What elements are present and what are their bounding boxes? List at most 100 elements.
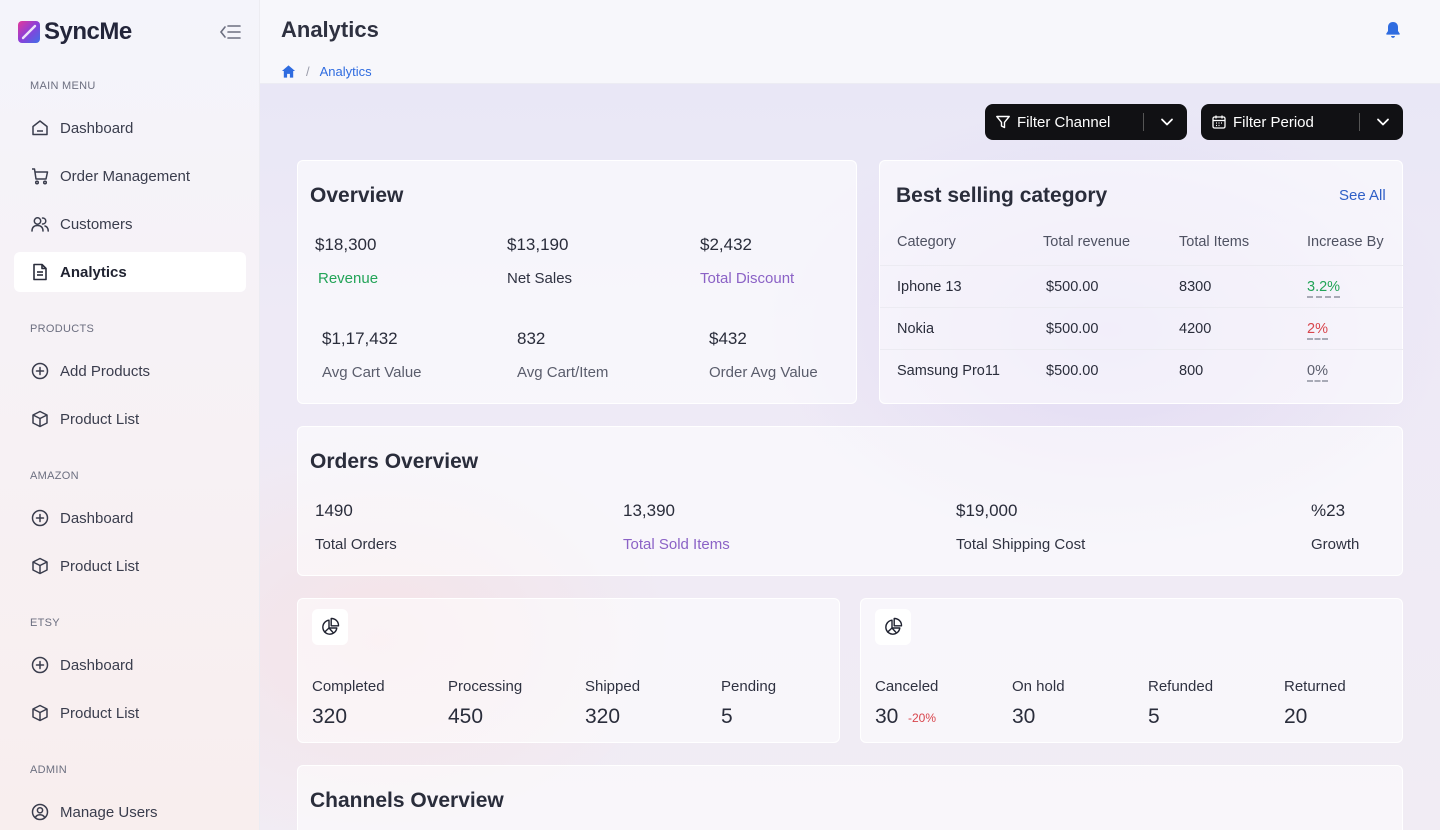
total-orders-value: 1490 [315, 501, 353, 520]
sidebar-item-label: Dashboard [60, 119, 134, 137]
table-divider [880, 265, 1404, 266]
cart-icon [32, 168, 49, 185]
avg-cart-item-value: 832 [517, 329, 546, 348]
increase-cell: 0% [1307, 363, 1328, 382]
items-cell: 800 [1179, 363, 1204, 379]
status-pending-label: Pending [721, 678, 777, 695]
home-icon [32, 120, 48, 136]
status-completed-value: 320 [312, 705, 348, 728]
sidebar-item-amazon-dashboard[interactable]: Dashboard [14, 498, 246, 538]
total-discount-value: $2,432 [700, 235, 752, 254]
status-shipped-label: Shipped [585, 678, 641, 695]
status-returned-label: Returned [1284, 678, 1346, 695]
net-sales-value: $13,190 [507, 235, 569, 254]
sidebar-item-product-list[interactable]: Product List [14, 399, 246, 439]
status-returned-value: 20 [1284, 705, 1308, 728]
status-refunded-label: Refunded [1148, 678, 1214, 695]
home-breadcrumb-icon[interactable] [281, 64, 296, 79]
box-icon [32, 410, 48, 428]
orders-overview-card: Orders Overview 1490 Total Orders 13,390… [297, 426, 1403, 576]
section-label-amazon: AMAZON [30, 470, 79, 482]
table-divider [880, 349, 1404, 350]
filter-divider [1359, 113, 1360, 131]
plus-circle-icon [31, 656, 49, 674]
sidebar-item-customers[interactable]: Customers [14, 204, 246, 244]
overview-card: Overview $18,300 Revenue $13,190 Net Sal… [297, 160, 857, 404]
plus-circle-icon [31, 509, 49, 527]
pie-chart-icon [322, 617, 340, 635]
increase-cell: 3.2% [1307, 279, 1341, 298]
page-title: Analytics [281, 17, 379, 42]
sidebar-item-etsy-dashboard[interactable]: Dashboard [14, 645, 246, 685]
brand-name: SyncMe [44, 18, 132, 45]
top-bar: Analytics / Analytics [260, 0, 1440, 84]
best-selling-title: Best selling category [896, 184, 1108, 207]
box-icon [32, 557, 48, 575]
filter-period-dropdown[interactable]: Filter Period [1201, 104, 1403, 140]
column-header-category: Category [897, 234, 956, 250]
user-circle-icon [31, 803, 49, 821]
breadcrumb-current[interactable]: Analytics [319, 64, 372, 79]
order-status-card-a: Completed 320 Processing 450 Shipped 320… [297, 598, 840, 743]
revenue-cell: $500.00 [1046, 279, 1099, 295]
sidebar-item-analytics[interactable]: Analytics [14, 252, 246, 292]
sidebar-item-label: Product List [60, 557, 140, 575]
avg-cart-value-value: $1,17,432 [322, 329, 398, 348]
revenue-cell: $500.00 [1046, 321, 1099, 337]
growth-label: Growth [1311, 536, 1360, 553]
calendar-icon [1212, 115, 1226, 129]
channels-overview-title: Channels Overview [310, 789, 504, 812]
section-label-etsy: ETSY [30, 617, 60, 629]
status-on-hold-label: On hold [1012, 678, 1065, 695]
status-completed-label: Completed [312, 678, 385, 695]
sidebar-item-dashboard[interactable]: Dashboard [14, 108, 246, 148]
section-label-admin: ADMIN [30, 764, 67, 776]
chevron-down-icon [1161, 118, 1173, 126]
category-cell: Iphone 13 [897, 279, 962, 295]
column-header-increase-by: Increase By [1307, 234, 1384, 250]
growth-value: %23 [1311, 501, 1346, 520]
total-sold-items-value: 13,390 [623, 501, 675, 520]
section-label-main-menu: MAIN MENU [30, 80, 96, 92]
filter-channel-label: Filter Channel [1017, 113, 1111, 131]
total-sold-items-label: Total Sold Items [623, 536, 730, 553]
status-processing-label: Processing [448, 678, 523, 695]
pie-chart-icon-box [875, 609, 911, 645]
brand-logo[interactable]: SyncMe [18, 18, 132, 46]
total-orders-label: Total Orders [315, 536, 397, 553]
sidebar-item-add-products[interactable]: Add Products [14, 351, 246, 391]
category-cell: Nokia [897, 321, 935, 337]
sidebar-item-label: Analytics [60, 263, 127, 281]
collapse-sidebar-icon[interactable] [218, 21, 242, 43]
sidebar-item-manage-users[interactable]: Manage Users [14, 792, 246, 830]
status-shipped-value: 320 [585, 705, 621, 728]
pie-chart-icon [885, 617, 903, 635]
filter-period-label: Filter Period [1233, 113, 1314, 131]
sidebar-item-label: Add Products [60, 362, 151, 380]
sidebar-item-label: Order Management [60, 167, 191, 185]
revenue-cell: $500.00 [1046, 363, 1099, 379]
main-content: Analytics / Analytics Filter Channel [260, 0, 1440, 830]
see-all-link[interactable]: See All [1339, 187, 1386, 204]
sidebar: SyncMe MAIN MENU Dashboard Order Managem… [0, 0, 260, 830]
notification-bell-icon[interactable] [1383, 20, 1403, 40]
status-on-hold-value: 30 [1012, 705, 1036, 728]
items-cell: 4200 [1179, 321, 1212, 337]
sidebar-item-order-management[interactable]: Order Management [14, 156, 246, 196]
sidebar-item-etsy-product-list[interactable]: Product List [14, 693, 246, 733]
sidebar-item-amazon-product-list[interactable]: Product List [14, 546, 246, 586]
filter-icon [996, 115, 1010, 129]
total-discount-label: Total Discount [700, 270, 795, 287]
best-selling-card: Best selling category See All Category T… [879, 160, 1404, 404]
plus-circle-icon [31, 362, 49, 380]
sidebar-item-label: Product List [60, 704, 140, 722]
avg-cart-value-label: Avg Cart Value [322, 364, 422, 381]
sidebar-item-label: Dashboard [60, 656, 134, 674]
shipping-cost-value: $19,000 [956, 501, 1018, 520]
filter-channel-dropdown[interactable]: Filter Channel [985, 104, 1187, 140]
chevron-down-icon [1377, 118, 1389, 126]
pie-chart-icon-box [312, 609, 348, 645]
filter-divider [1143, 113, 1144, 131]
breadcrumb: / Analytics [281, 64, 372, 79]
shipping-cost-label: Total Shipping Cost [956, 536, 1086, 553]
